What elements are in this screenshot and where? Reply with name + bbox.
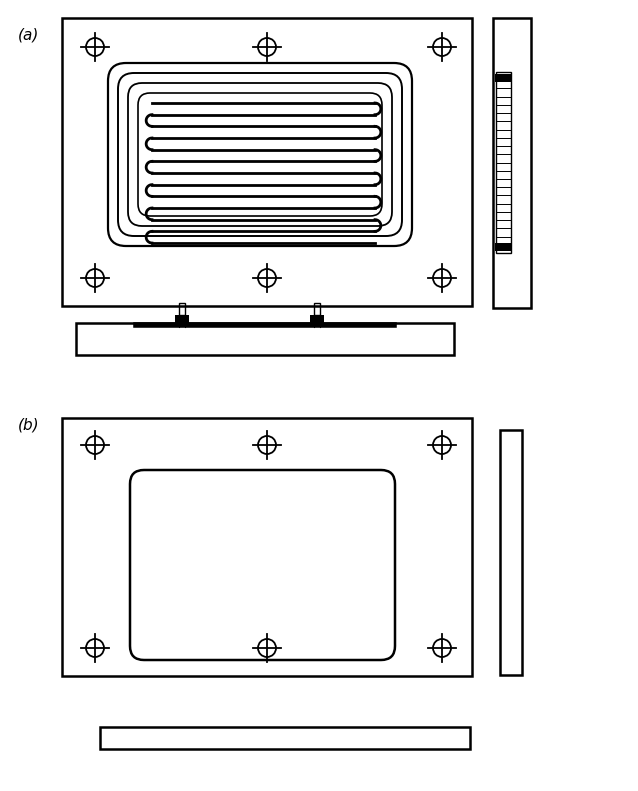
- Text: (b): (b): [18, 418, 40, 433]
- Bar: [100, 727, 470, 749]
- Bar: [493, 18, 531, 308]
- Bar: [496, 72, 511, 253]
- Bar: [310, 315, 324, 327]
- Text: (a): (a): [18, 28, 40, 43]
- Bar: [76, 323, 454, 355]
- Bar: [495, 243, 512, 251]
- Bar: [495, 74, 512, 82]
- Bar: [62, 418, 472, 676]
- Bar: [314, 303, 320, 315]
- Bar: [62, 18, 472, 306]
- Bar: [500, 430, 522, 675]
- Bar: [179, 303, 185, 315]
- Bar: [175, 315, 189, 327]
